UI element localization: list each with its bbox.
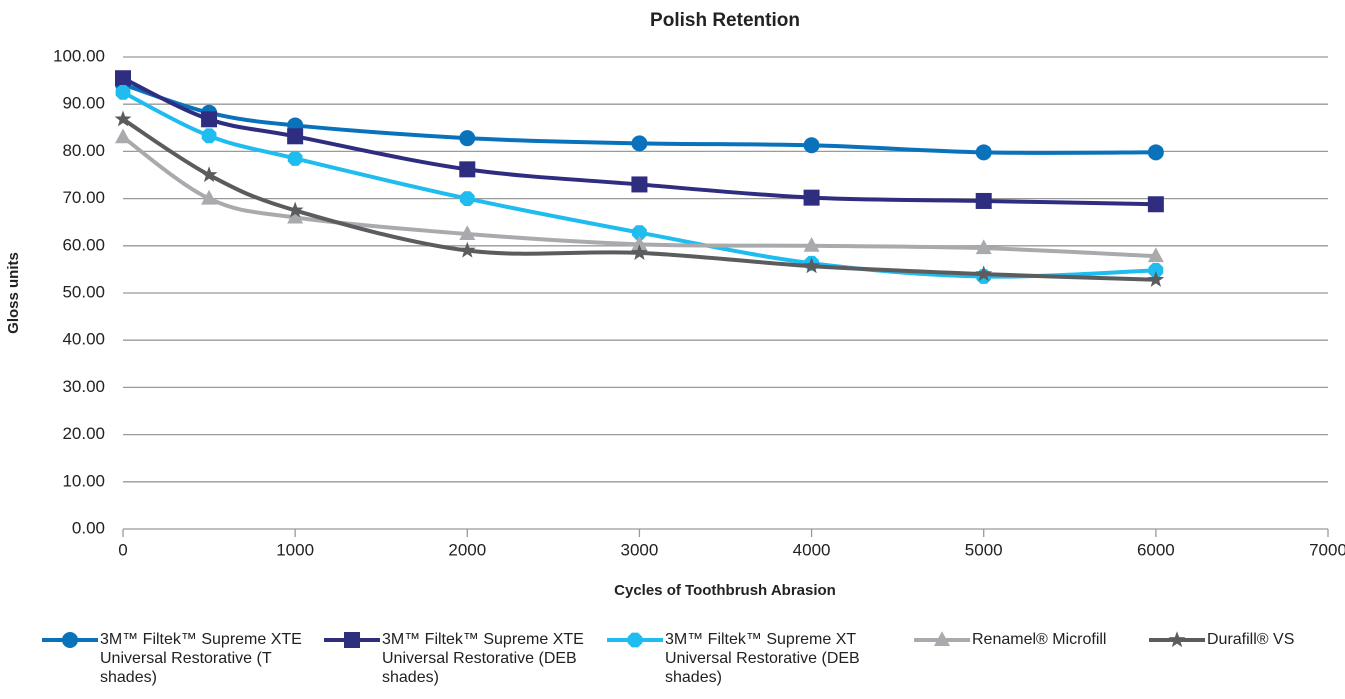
series-line bbox=[121, 117, 1156, 282]
marker bbox=[975, 192, 992, 209]
marker bbox=[459, 225, 476, 240]
legend-item: 3M™ Filtek™ Supreme XT Universal Restora… bbox=[605, 630, 870, 687]
marker bbox=[459, 191, 475, 206]
marker bbox=[631, 176, 648, 193]
y-tick-label: 30.00 bbox=[62, 377, 105, 396]
marker bbox=[115, 70, 131, 87]
legend-swatch bbox=[607, 632, 663, 648]
x-tick-label: 0 bbox=[118, 540, 127, 559]
marker bbox=[287, 151, 303, 166]
marker bbox=[627, 632, 643, 648]
y-tick-label: 60.00 bbox=[62, 235, 105, 254]
marker bbox=[975, 144, 992, 161]
legend-label: 3M™ Filtek™ Supreme XT Universal Restora… bbox=[665, 631, 860, 686]
marker bbox=[975, 265, 993, 282]
legend-swatch bbox=[914, 631, 970, 646]
marker bbox=[115, 128, 131, 144]
y-tick-label: 80.00 bbox=[62, 141, 105, 160]
x-tick-label: 3000 bbox=[621, 540, 659, 559]
legend-item: 3M™ Filtek™ Supreme XTE Universal Restor… bbox=[40, 630, 305, 687]
legend-swatch bbox=[42, 632, 98, 648]
legend-item: 3M™ Filtek™ Supreme XTE Universal Restor… bbox=[322, 630, 587, 687]
marker bbox=[803, 257, 820, 274]
legend-item: Durafill® VS bbox=[1147, 630, 1294, 650]
marker bbox=[1147, 247, 1164, 263]
marker bbox=[934, 631, 950, 646]
marker bbox=[201, 189, 218, 205]
x-tick-label: 2000 bbox=[448, 540, 486, 559]
legend-label: Renamel® Microfill bbox=[972, 631, 1107, 648]
marker bbox=[1168, 631, 1186, 648]
y-tick-label: 50.00 bbox=[62, 282, 105, 301]
marker bbox=[631, 135, 648, 152]
marker bbox=[1147, 144, 1164, 161]
marker bbox=[286, 201, 304, 218]
legend-swatch bbox=[324, 632, 380, 648]
y-tick-label: 90.00 bbox=[62, 94, 105, 113]
x-tick-label: 1000 bbox=[276, 540, 314, 559]
marker bbox=[200, 166, 218, 183]
marker bbox=[1148, 262, 1164, 278]
marker bbox=[1147, 196, 1164, 213]
marker bbox=[803, 237, 820, 252]
x-tick-label: 7000 bbox=[1309, 540, 1345, 559]
marker bbox=[287, 208, 304, 224]
marker bbox=[631, 244, 648, 260]
y-tick-label: 40.00 bbox=[62, 330, 105, 349]
legend-swatch bbox=[1149, 631, 1205, 648]
x-axis-label: Cycles of Toothbrush Abrasion bbox=[614, 582, 836, 599]
y-tick-label: 0.00 bbox=[72, 518, 105, 537]
y-axis-label: Gloss units bbox=[5, 252, 22, 334]
marker bbox=[631, 235, 648, 251]
marker bbox=[201, 128, 217, 144]
marker bbox=[114, 110, 132, 127]
series-line bbox=[121, 135, 1156, 259]
x-tick-label: 5000 bbox=[965, 540, 1003, 559]
y-tick-label: 100.00 bbox=[53, 46, 105, 65]
marker bbox=[62, 632, 78, 648]
marker bbox=[459, 130, 476, 147]
legend-label: 3M™ Filtek™ Supreme XTE Universal Restor… bbox=[100, 631, 302, 686]
marker bbox=[975, 239, 992, 255]
y-tick-label: 70.00 bbox=[62, 188, 105, 207]
chart-title: Polish Retention bbox=[650, 10, 800, 31]
marker bbox=[459, 161, 476, 178]
legend-label: Durafill® VS bbox=[1207, 631, 1295, 648]
legend-item: Renamel® Microfill bbox=[912, 630, 1106, 650]
legend-label: 3M™ Filtek™ Supreme XTE Universal Restor… bbox=[382, 631, 584, 686]
marker bbox=[1147, 270, 1165, 287]
marker bbox=[287, 128, 304, 145]
marker bbox=[632, 225, 647, 240]
y-tick-label: 10.00 bbox=[62, 471, 105, 490]
y-tick-label: 20.00 bbox=[62, 424, 105, 443]
x-tick-label: 6000 bbox=[1137, 540, 1175, 559]
marker bbox=[115, 85, 131, 100]
legend: 3M™ Filtek™ Supreme XTE Universal Restor… bbox=[0, 630, 1345, 699]
x-tick-label: 4000 bbox=[793, 540, 831, 559]
marker bbox=[201, 111, 218, 128]
marker bbox=[803, 189, 820, 206]
chart: Polish Retention Cycles of Toothbrush Ab… bbox=[5, 10, 1345, 599]
marker bbox=[344, 632, 360, 648]
marker bbox=[803, 137, 820, 154]
marker bbox=[458, 241, 476, 258]
